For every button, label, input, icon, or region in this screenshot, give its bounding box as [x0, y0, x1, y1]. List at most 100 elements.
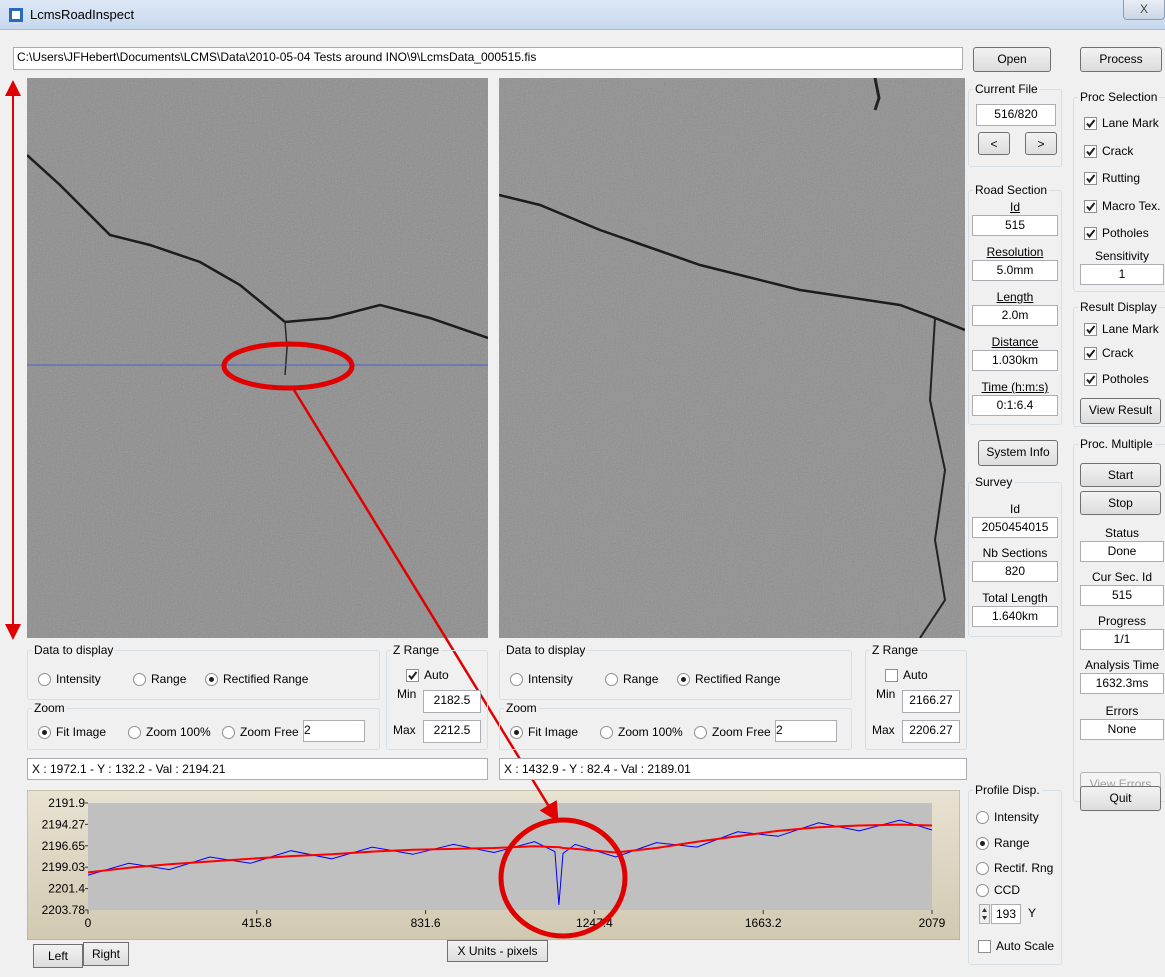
field-label: Progress [1097, 614, 1147, 628]
button[interactable]: Process [1080, 47, 1162, 72]
text-box[interactable]: 1.640km [972, 606, 1058, 627]
text-box[interactable]: 1632.3ms [1080, 673, 1164, 694]
checkbox[interactable] [1084, 323, 1097, 336]
button[interactable]: System Info [978, 440, 1058, 466]
radio-button[interactable] [510, 673, 523, 686]
x-tick-label: 831.6 [411, 916, 441, 930]
radio-label: Fit Image [56, 725, 107, 739]
text-box[interactable]: 2.0m [972, 305, 1058, 326]
radio-button[interactable] [205, 673, 218, 686]
button[interactable]: Start [1080, 463, 1161, 487]
checkbox-label: Auto Scale [996, 939, 1055, 953]
group-box [499, 650, 852, 700]
text-box[interactable]: 2212.5 [423, 720, 481, 743]
text-box[interactable]: 0:1:6.4 [972, 395, 1058, 416]
plot-area [88, 803, 932, 910]
checkbox[interactable] [1084, 373, 1097, 386]
button[interactable]: Left [33, 944, 83, 968]
window-title: LcmsRoadInspect [30, 7, 135, 22]
button[interactable]: Stop [1080, 491, 1161, 515]
radio-button[interactable] [38, 673, 51, 686]
text-box[interactable]: 2050454015 [972, 517, 1058, 538]
radio-dot [209, 677, 214, 682]
checkbox[interactable] [1084, 145, 1097, 158]
checkbox-label: Auto [424, 668, 449, 682]
field-label: Id [1009, 200, 1020, 214]
group-label: Result Display [1078, 300, 1159, 314]
text-box[interactable]: 515 [972, 215, 1058, 236]
text-box[interactable]: 1 [1080, 264, 1164, 285]
checkbox[interactable] [1084, 227, 1097, 240]
radio-button[interactable] [976, 884, 989, 897]
checkbox[interactable] [978, 940, 991, 953]
max-label: Max [393, 723, 416, 737]
radio-button[interactable] [694, 726, 707, 739]
road-image-left [27, 78, 488, 638]
checkbox[interactable] [406, 669, 419, 682]
checkbox[interactable] [1084, 200, 1097, 213]
group-label: Road Section [973, 183, 1050, 197]
field-label: Total Length [982, 591, 1048, 605]
button[interactable]: > [1025, 132, 1057, 155]
status-bar: X : 1972.1 - Y : 132.2 - Val : 2194.21 [27, 758, 488, 780]
radio-button[interactable] [976, 811, 989, 824]
radio-label: Intensity [56, 672, 101, 686]
text-box[interactable]: 2 [775, 720, 837, 742]
text-box[interactable]: 820 [972, 561, 1058, 582]
x-tick-label: 415.8 [242, 916, 272, 930]
text-box[interactable]: 515 [1080, 585, 1164, 606]
radio-button[interactable] [128, 726, 141, 739]
radio-button[interactable] [222, 726, 235, 739]
text-box[interactable]: 2182.5 [423, 690, 481, 713]
close-button[interactable]: X [1123, 0, 1165, 20]
button[interactable]: < [978, 132, 1010, 155]
field-label: Analysis Time [1084, 658, 1160, 672]
radio-dot [980, 841, 985, 846]
radio-button[interactable] [976, 837, 989, 850]
checkbox[interactable] [1084, 347, 1097, 360]
group-label: Zoom [32, 701, 67, 715]
text-box[interactable]: C:\Users\JFHebert\Documents\LCMS\Data\20… [13, 47, 963, 70]
text-box[interactable]: 516/820 [976, 104, 1056, 126]
radio-button[interactable] [605, 673, 618, 686]
y-tick-label: 2201.4 [48, 882, 85, 896]
radio-label: Zoom 100% [146, 725, 211, 739]
text-box[interactable]: 1/1 [1080, 629, 1164, 650]
check-mark [1086, 325, 1096, 335]
button[interactable]: View Result [1080, 398, 1161, 424]
checkbox[interactable] [1084, 117, 1097, 130]
checkbox-label: Potholes [1102, 372, 1149, 386]
button[interactable]: Open [973, 47, 1051, 72]
button[interactable]: Quit [1080, 786, 1161, 811]
text-box[interactable]: Done [1080, 541, 1164, 562]
text-box[interactable]: 2 [303, 720, 365, 742]
radio-label: Rectified Range [223, 672, 309, 686]
text-box[interactable]: 1.030km [972, 350, 1058, 371]
spin-arrows [982, 908, 987, 920]
radio-button[interactable] [677, 673, 690, 686]
radio-dot [681, 677, 686, 682]
check-mark [408, 671, 418, 681]
spin-buttons[interactable] [979, 904, 990, 924]
checkbox[interactable] [885, 669, 898, 682]
text-box[interactable]: None [1080, 719, 1164, 740]
radio-button[interactable] [976, 862, 989, 875]
radio-button[interactable] [510, 726, 523, 739]
group-box [499, 708, 852, 750]
checkbox-label: Auto [903, 668, 928, 682]
radio-button[interactable] [133, 673, 146, 686]
text-box[interactable]: 193 [991, 904, 1021, 924]
y-tick-label: 2194.27 [42, 817, 86, 831]
check-mark [1086, 349, 1096, 359]
group-label: Current File [973, 82, 1040, 96]
text-box[interactable]: 5.0mm [972, 260, 1058, 281]
min-label: Min [397, 687, 417, 701]
group-box [968, 89, 1062, 167]
text-box[interactable]: 2166.27 [902, 690, 960, 713]
radio-button[interactable] [600, 726, 613, 739]
text-box[interactable]: 2206.27 [902, 720, 960, 743]
button[interactable]: X Units - pixels [447, 940, 548, 962]
radio-button[interactable] [38, 726, 51, 739]
checkbox[interactable] [1084, 172, 1097, 185]
button[interactable]: Right [83, 942, 129, 966]
